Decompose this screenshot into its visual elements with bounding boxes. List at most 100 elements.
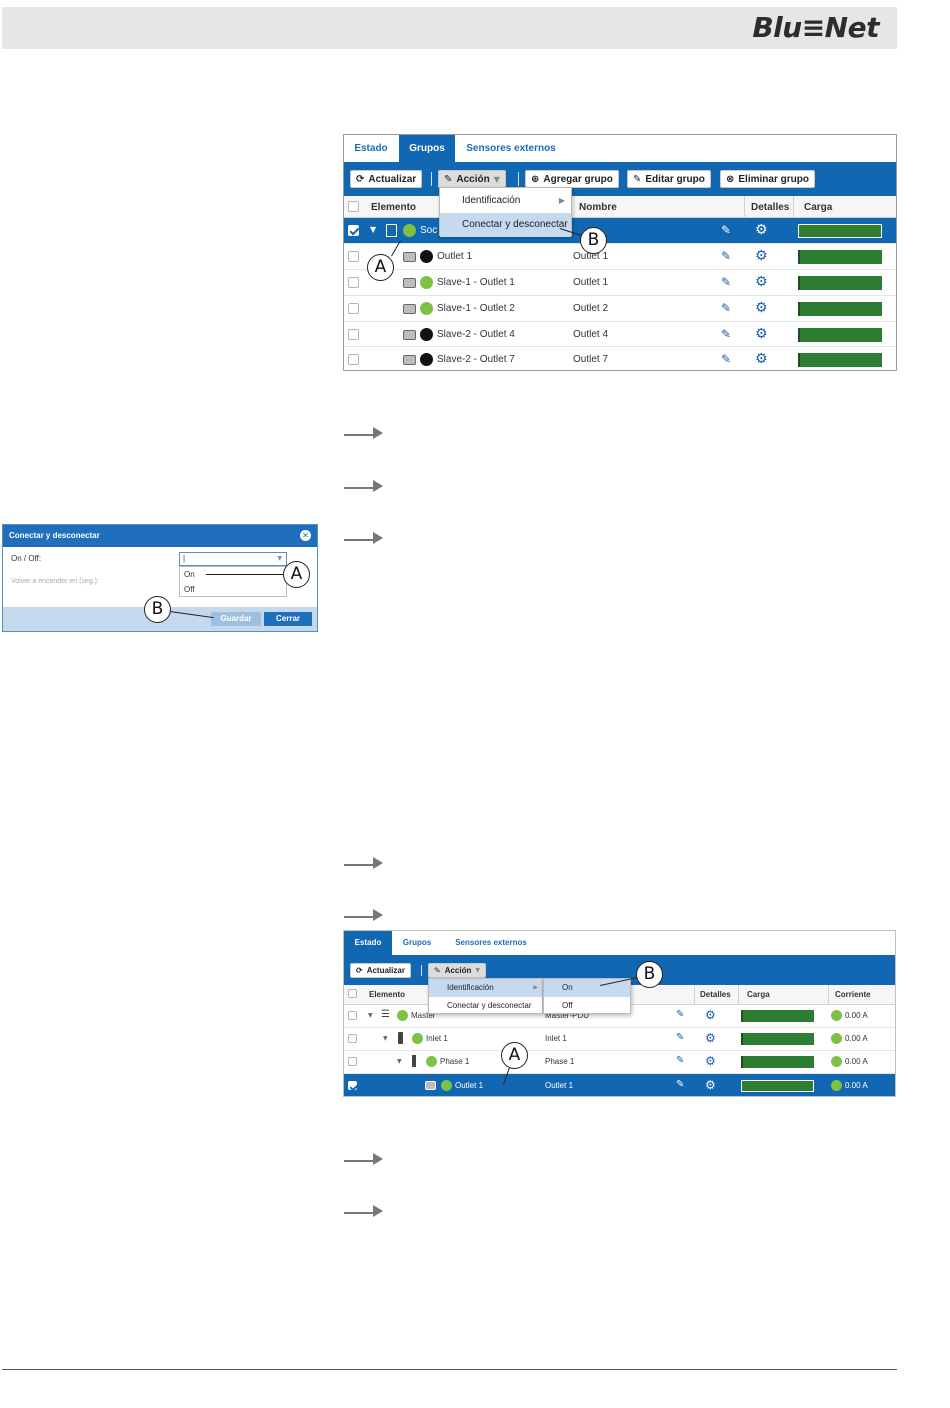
status-indicator (420, 328, 433, 341)
load-bar (798, 224, 882, 238)
step-arrow-icon (344, 855, 384, 869)
column-corriente: Corriente (835, 990, 871, 999)
table-row[interactable]: Slave-1 - Outlet 1 Outlet 1 ✎ ⚙ (344, 270, 896, 296)
element-label: Slave-2 - Outlet 7 (437, 354, 515, 365)
gear-icon[interactable]: ⚙ (755, 248, 768, 264)
column-elemento: Elemento (369, 990, 406, 999)
gear-icon[interactable]: ⚙ (755, 300, 768, 316)
callout-a: A (501, 1042, 528, 1069)
expand-arrow-icon[interactable]: ▼ (397, 1058, 402, 1065)
current-status-dot (831, 1056, 842, 1067)
element-label: Outlet 1 (437, 251, 473, 262)
table-row[interactable]: Slave-1 - Outlet 2 Outlet 2 ✎ ⚙ (344, 296, 896, 322)
tab-sensores-externos[interactable]: Sensores externos (466, 143, 556, 154)
row-checkbox[interactable] (348, 1011, 357, 1020)
table-row[interactable]: ▼ Phase 1 Phase 1 ✎ ⚙ 0.00 A (344, 1051, 895, 1074)
element-label: Slave-2 - Outlet 4 (437, 329, 515, 340)
toolbar: ⟳ Actualizar ✎ Acción ▼ ⊕ Agregar grupo ✎ Edi… (344, 162, 896, 196)
gear-icon[interactable]: ⚙ (755, 351, 768, 367)
delete-group-button[interactable]: ⊗ Eliminar grupo (720, 170, 815, 188)
load-bar (798, 353, 882, 367)
tab-estado[interactable]: Estado (344, 931, 392, 955)
close-icon[interactable]: ✕ (300, 530, 311, 541)
edit-icon[interactable]: ✎ (676, 1079, 685, 1090)
select-all-checkbox[interactable] (348, 201, 359, 212)
tab-grupos[interactable]: Grupos (399, 135, 455, 162)
row-checkbox[interactable] (348, 1081, 357, 1090)
row-checkbox[interactable] (348, 1034, 357, 1043)
edit-icon[interactable]: ✎ (721, 327, 732, 341)
table-row[interactable]: Slave-2 - Outlet 7 Outlet 7 ✎ ⚙ (344, 347, 896, 370)
refresh-button[interactable]: ⟳ Actualizar (350, 963, 411, 978)
menu-item-conectar-desconectar[interactable]: Conectar y desconectar (440, 213, 571, 237)
row-checkbox[interactable] (348, 1057, 357, 1066)
table-row[interactable]: Slave-2 - Outlet 4 Outlet 4 ✎ ⚙ (344, 322, 896, 347)
row-checkbox[interactable] (348, 225, 359, 236)
gear-icon[interactable]: ⚙ (755, 222, 768, 238)
name-label: Outlet 1 (545, 1081, 574, 1090)
status-indicator (420, 250, 433, 263)
callout-a: A (367, 254, 394, 281)
bluenet-logo: Blu≡Net (752, 11, 879, 44)
gear-icon[interactable]: ⚙ (705, 1078, 716, 1092)
action-dropdown[interactable]: ✎ Acción ▼ (438, 170, 506, 188)
tab-sensores-externos[interactable]: Sensores externos (442, 931, 540, 955)
element-label: Soc (420, 225, 438, 236)
row-checkbox[interactable] (348, 277, 359, 288)
expand-arrow-icon[interactable]: ▼ (383, 1035, 388, 1042)
callout-b: B (636, 961, 663, 988)
add-group-button[interactable]: ⊕ Agregar grupo (525, 170, 619, 188)
edit-icon[interactable]: ✎ (676, 1055, 685, 1066)
row-checkbox[interactable] (348, 303, 359, 314)
edit-icon[interactable]: ✎ (721, 249, 732, 263)
action-dropdown[interactable]: ✎ Acción ▼ (428, 963, 486, 978)
tab-estado[interactable]: Estado (354, 143, 388, 154)
edit-icon[interactable]: ✎ (721, 352, 732, 366)
gear-icon[interactable]: ⚙ (705, 1008, 716, 1022)
outlet-icon (403, 330, 416, 340)
select-all-checkbox[interactable] (348, 989, 357, 998)
outlet-icon (403, 355, 416, 365)
table-row[interactable]: ▼ Soc ✎ ⚙ (344, 218, 896, 244)
edit-icon[interactable]: ✎ (676, 1032, 685, 1043)
page-header: Blu≡Net (2, 7, 897, 49)
edit-group-button[interactable]: ✎ Editar grupo (627, 170, 711, 188)
row-checkbox[interactable] (348, 251, 359, 262)
table-row[interactable]: ▼ Inlet 1 Inlet 1 ✎ ⚙ 0.00 A (344, 1028, 895, 1051)
menu-item-conectar-desconectar[interactable]: Conectar y desconectar (447, 1001, 532, 1010)
current-value: 0.00 A (845, 1011, 868, 1020)
row-checkbox[interactable] (348, 354, 359, 365)
expand-arrow-icon[interactable]: ▼ (370, 225, 377, 234)
tab-grupos[interactable]: Grupos (392, 931, 442, 955)
close-button[interactable]: Cerrar (264, 612, 312, 626)
load-bar (798, 250, 882, 264)
gear-icon[interactable]: ⚙ (755, 274, 768, 290)
gear-icon[interactable]: ⚙ (755, 326, 768, 342)
gear-icon[interactable]: ⚙ (705, 1031, 716, 1045)
column-detalles: Detalles (700, 990, 731, 999)
menu-item-identificacion[interactable]: Identificación ▶ (440, 188, 571, 213)
tab-bar: Estado Grupos Sensores externos (344, 135, 896, 162)
edit-icon[interactable]: ✎ (721, 275, 732, 289)
row-checkbox[interactable] (348, 329, 359, 340)
edit-icon[interactable]: ✎ (676, 1009, 685, 1020)
edit-icon[interactable]: ✎ (721, 301, 732, 315)
name-label: Outlet 2 (573, 303, 609, 314)
save-button[interactable]: Guardar (211, 612, 261, 626)
status-indicator (412, 1033, 423, 1044)
dialog-title: Conectar y desconectar (3, 525, 317, 547)
gear-icon[interactable]: ⚙ (705, 1054, 716, 1068)
refresh-icon: ⟳ (356, 173, 365, 185)
onoff-label: On / Off: (11, 554, 42, 563)
expand-arrow-icon[interactable]: ▼ (368, 1012, 373, 1019)
table-row[interactable]: Outlet 1 Outlet 1 ✎ ⚙ (344, 244, 896, 270)
master-pdu-icon: ☰ (381, 1009, 390, 1020)
submenu-item-off[interactable]: Off (562, 1001, 573, 1010)
refresh-button[interactable]: ⟳ Actualizar (350, 170, 423, 188)
option-on[interactable]: On (184, 570, 195, 579)
edit-icon[interactable]: ✎ (721, 223, 732, 237)
onoff-select[interactable]: | ▼ (179, 552, 287, 566)
table-row[interactable]: Outlet 1 Outlet 1 ✎ ⚙ 0.00 A (344, 1074, 895, 1096)
option-off[interactable]: Off (184, 585, 195, 594)
menu-item-identificacion[interactable]: Identificación ▶ (429, 979, 542, 997)
